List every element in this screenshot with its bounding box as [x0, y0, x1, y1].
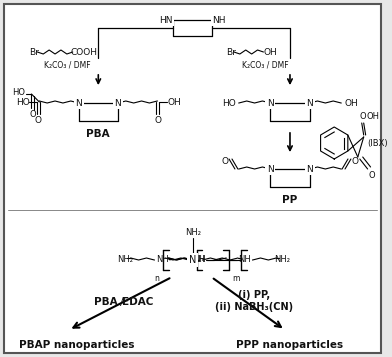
Text: NH₂: NH₂ [185, 227, 201, 236]
Text: HO: HO [222, 99, 236, 107]
Text: O: O [359, 112, 366, 121]
Text: /: / [120, 297, 124, 307]
Text: NH₂: NH₂ [117, 256, 133, 265]
Text: O: O [352, 157, 359, 166]
FancyBboxPatch shape [4, 4, 381, 353]
Text: (i) PP,: (i) PP, [238, 290, 270, 300]
Text: N: N [114, 99, 122, 107]
Text: K₂CO₃ / DMF: K₂CO₃ / DMF [242, 60, 289, 70]
Text: n: n [154, 274, 159, 283]
Text: OH: OH [263, 47, 277, 56]
Text: HO: HO [13, 87, 25, 96]
Text: N: N [267, 99, 274, 107]
Text: Br: Br [226, 47, 236, 56]
Text: NH: NH [156, 256, 169, 265]
Text: m: m [232, 274, 240, 283]
Text: N: N [267, 165, 274, 174]
Text: OH: OH [367, 112, 379, 121]
Text: PBA: PBA [87, 129, 110, 139]
Text: NH: NH [193, 256, 206, 265]
Text: O: O [35, 116, 42, 125]
Text: Br: Br [29, 47, 39, 56]
Text: O: O [221, 157, 228, 166]
Text: N: N [75, 99, 82, 107]
Text: NH₂: NH₂ [274, 256, 290, 265]
Text: NH: NH [192, 256, 205, 265]
Text: NH: NH [212, 15, 226, 25]
Text: PP: PP [282, 195, 298, 205]
Text: (ii) NaBH₃(CN): (ii) NaBH₃(CN) [214, 302, 293, 312]
Text: O: O [155, 116, 162, 125]
Text: OH: OH [167, 97, 181, 106]
Text: OH: OH [344, 99, 358, 107]
Text: (IBX): (IBX) [368, 139, 388, 147]
Text: N: N [189, 255, 196, 265]
Text: HO: HO [16, 97, 29, 106]
Text: N: N [306, 99, 313, 107]
Text: COOH: COOH [71, 47, 98, 56]
Text: O: O [368, 171, 375, 180]
Text: PBA: PBA [94, 297, 118, 307]
Text: K₂CO₃ / DMF: K₂CO₃ / DMF [44, 60, 90, 70]
Text: N: N [306, 165, 313, 174]
Text: HN: HN [160, 15, 173, 25]
Text: PBAP nanoparticles: PBAP nanoparticles [19, 340, 134, 350]
Text: O: O [29, 110, 36, 119]
Text: NH: NH [238, 256, 251, 265]
Text: PPP nanoparticles: PPP nanoparticles [236, 340, 343, 350]
Text: EDAC: EDAC [122, 297, 153, 307]
